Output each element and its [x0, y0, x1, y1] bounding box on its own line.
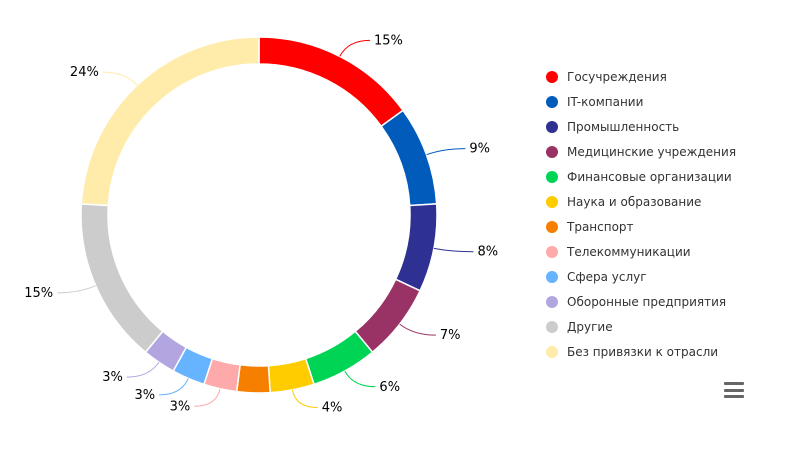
- legend-item-7[interactable]: Транспорт: [546, 214, 736, 239]
- slice-8-connector: [194, 388, 221, 407]
- slice-2-connector: [426, 148, 466, 156]
- slice-5[interactable]: [304, 330, 374, 386]
- slice-1-connector: [339, 39, 370, 57]
- slice-4-label: 7%: [440, 328, 461, 343]
- slice-3-label: 8%: [478, 245, 499, 260]
- slice-7[interactable]: [235, 363, 271, 394]
- legend-item-6[interactable]: Наука и образование: [546, 189, 736, 214]
- legend: Госучреждения IT-компании Промышленность Ме…: [546, 64, 736, 364]
- slice-6-connector: [291, 389, 318, 409]
- slice-3[interactable]: [394, 203, 438, 292]
- slice-9-label: 3%: [135, 388, 156, 403]
- slice-2-label: 9%: [469, 142, 490, 157]
- legend-label: Оборонные предприятия: [567, 294, 727, 309]
- slice-10-label: 3%: [102, 370, 123, 385]
- donut-slices: [80, 36, 438, 394]
- legend-label: Финансовые организации: [567, 169, 732, 184]
- slice-3-connector: [433, 247, 474, 253]
- slice-12[interactable]: [80, 36, 260, 207]
- legend-item-9[interactable]: Сфера услуг: [546, 264, 736, 289]
- slice-11-label: 15%: [24, 286, 53, 301]
- legend-swatch-icon: [546, 320, 558, 333]
- legend-label: Госучреждения: [567, 69, 667, 84]
- slice-1-label: 15%: [374, 33, 403, 48]
- legend-item-4[interactable]: Медицинские учреждения: [546, 139, 736, 164]
- legend-swatch-icon: [546, 170, 558, 183]
- legend-swatch-icon: [546, 220, 558, 233]
- slice-10-connector: [126, 361, 160, 378]
- slice-12-label: 24%: [70, 65, 99, 80]
- legend-label: Без привязки к отрасли: [567, 344, 719, 359]
- slice-11[interactable]: [80, 203, 164, 354]
- legend-item-10[interactable]: Оборонные предприятия: [546, 289, 736, 314]
- slice-4-connector: [399, 323, 436, 336]
- legend-label: Другие: [567, 319, 613, 334]
- slice-6-label: 4%: [322, 401, 343, 416]
- legend-swatch-icon: [546, 145, 558, 158]
- slice-6[interactable]: [267, 357, 315, 394]
- hamburger-menu-icon[interactable]: [724, 382, 744, 398]
- legend-swatch-icon: [546, 195, 558, 208]
- label-connectors: [57, 39, 474, 409]
- legend-swatch-icon: [546, 70, 558, 83]
- legend-item-8[interactable]: Телекоммуникации: [546, 239, 736, 264]
- slice-2[interactable]: [380, 109, 438, 207]
- legend-swatch-icon: [546, 295, 558, 308]
- legend-item-5[interactable]: Финансовые организации: [546, 164, 736, 189]
- legend-item-2[interactable]: IT-компании: [546, 89, 736, 114]
- legend-label: Сфера услуг: [567, 269, 647, 284]
- slice-1[interactable]: [258, 36, 405, 128]
- slice-labels: 15% 9% 8% 7% 6% 4% 3% 3% 3% 15% 24%: [24, 33, 498, 415]
- slice-8-label: 3%: [170, 399, 191, 414]
- slice-5-connector: [344, 370, 376, 388]
- legend-label: Телекоммуникации: [567, 244, 691, 259]
- slice-4[interactable]: [354, 278, 422, 354]
- slice-12-connector: [102, 71, 138, 86]
- legend-label: Промышленность: [567, 119, 680, 134]
- legend-item-12[interactable]: Без привязки к отрасли: [546, 339, 736, 364]
- slice-5-label: 6%: [379, 380, 400, 395]
- legend-swatch-icon: [546, 245, 558, 258]
- legend-label: Наука и образование: [567, 194, 702, 209]
- legend-label: Медицинские учреждения: [567, 144, 737, 159]
- legend-item-11[interactable]: Другие: [546, 314, 736, 339]
- slice-11-connector: [57, 285, 96, 294]
- legend-swatch-icon: [546, 270, 558, 283]
- legend-swatch-icon: [546, 120, 558, 133]
- legend-swatch-icon: [546, 95, 558, 108]
- legend-label: IT-компании: [567, 94, 644, 109]
- legend-label: Транспорт: [567, 219, 634, 234]
- legend-swatch-icon: [546, 345, 558, 358]
- slice-9-connector: [159, 378, 189, 396]
- legend-item-1[interactable]: Госучреждения: [546, 64, 736, 89]
- legend-item-3[interactable]: Промышленность: [546, 114, 736, 139]
